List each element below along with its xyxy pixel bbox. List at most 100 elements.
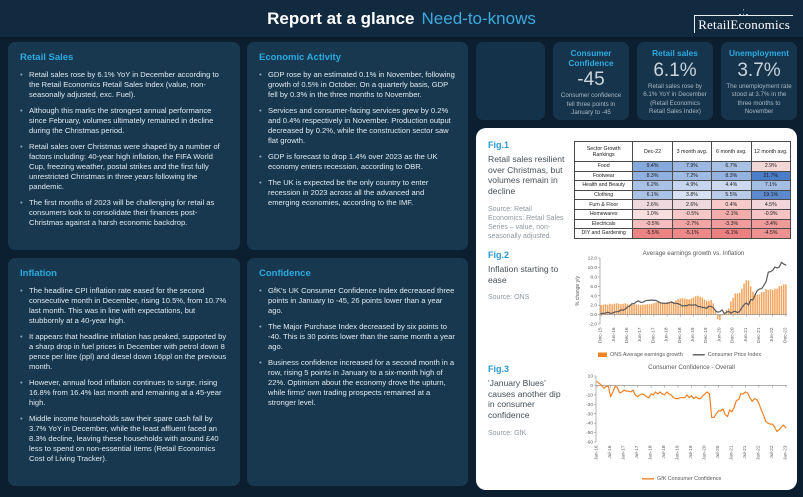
svg-text:Dec-15: Dec-15 xyxy=(598,327,604,343)
svg-text:Jul-20: Jul-20 xyxy=(715,445,721,458)
table-row: DIY and Gardening -5.5% -5.1% -6.1% -4.5% xyxy=(573,228,792,239)
figure-2: Fig.2 Inflation starting to ease Source:… xyxy=(488,248,791,362)
bullet-item: • Services and consumer-facing services g… xyxy=(259,106,456,146)
bullet-text: The headline CPI inflation rate eased fo… xyxy=(29,286,227,326)
bullet-list: • Retail sales rose by 6.1% YoY in Decemb… xyxy=(20,70,228,228)
svg-text:Dec-17: Dec-17 xyxy=(650,327,656,343)
table-value-cell: -3.4% xyxy=(750,218,792,230)
svg-text:6.0: 6.0 xyxy=(590,284,597,290)
svg-text:Jan-16: Jan-16 xyxy=(594,445,600,460)
bullet-text: The first months of 2023 will be challen… xyxy=(29,198,215,228)
section-title: Retail Sales xyxy=(20,52,74,63)
svg-text:Jun-20: Jun-20 xyxy=(716,327,722,342)
row-label-cell: Food xyxy=(573,161,634,172)
bullet-icon: • xyxy=(20,198,23,208)
row-label-cell: DIY and Gardening xyxy=(573,228,634,239)
table-value-cell: 4.4% xyxy=(711,180,752,191)
bullet-icon: • xyxy=(20,414,23,424)
stat-value: 3.7% xyxy=(737,59,781,81)
figure-caption: 'January Blues' causes another dip in co… xyxy=(488,378,561,421)
row-label-cell: Homewares xyxy=(573,208,634,220)
consumer-confidence-chart-wrap: Consumer Confidence - Overall -60 -50 -40 -3… xyxy=(568,362,791,482)
table-value-cell: 8.3% xyxy=(711,170,752,182)
svg-text:Dec-22: Dec-22 xyxy=(782,327,788,343)
bullet-text: The Major Purchase Index decreased by si… xyxy=(268,322,455,352)
svg-text:Jul-19: Jul-19 xyxy=(688,445,694,458)
bullet-text: The UK is expected be the only country t… xyxy=(268,178,429,208)
svg-text:Jun-21: Jun-21 xyxy=(743,327,749,342)
sector-growth-table: Sector Growth Rankings Dec-22 3 month avg.… xyxy=(568,138,792,248)
figure-2-caption-block: Fig.2 Inflation starting to ease Source:… xyxy=(488,248,568,362)
bullet-item: • Retail sales over Christmas were shaped… xyxy=(20,142,228,192)
table-value-cell: -5.1% xyxy=(671,228,713,239)
svg-text:Jan-20: Jan-20 xyxy=(701,445,707,460)
bullet-item: • Business confidence increased for a sec… xyxy=(259,358,456,408)
svg-text:-60: -60 xyxy=(586,440,593,446)
bullet-icon: • xyxy=(20,70,23,79)
bullet-icon: • xyxy=(20,106,23,116)
bullet-text: GfK's UK Consumer Confidence Index decre… xyxy=(268,286,455,316)
table-header-cell: 6 month avg. xyxy=(711,141,752,162)
table-value-cell: 4.9% xyxy=(671,180,713,191)
svg-text:Consumer Price Index: Consumer Price Index xyxy=(708,352,762,358)
stat-card-retail-sales: Retail sales 6.1% Retail sales rose by 6… xyxy=(637,42,713,120)
stat-title: Retail sales xyxy=(652,48,698,58)
svg-text:-20: -20 xyxy=(586,402,593,408)
table-value-cell: -3.3% xyxy=(711,218,752,230)
bullet-icon: • xyxy=(259,106,262,116)
stat-desc: The unemployment rate stood at 3.7% in t… xyxy=(726,82,792,115)
header: Report at a glance Need-to-knows RetailEc… xyxy=(0,0,803,40)
table-value-cell: 7.1% xyxy=(750,180,792,191)
table-row: Health and Beauty 6.2% 4.9% 4.4% 7.1% xyxy=(573,180,792,191)
table-value-cell: 6.2% xyxy=(632,180,673,191)
table-value-cell: 4.5% xyxy=(750,199,792,210)
table-value-cell: -0.5% xyxy=(671,208,713,220)
svg-text:Jan-18: Jan-18 xyxy=(648,445,654,460)
table-value-cell: 5.5% xyxy=(711,189,752,201)
figure-1-caption-block: Fig.1 Retail sales resilient over Christ… xyxy=(488,138,568,248)
svg-text:10: 10 xyxy=(588,374,594,380)
section-title: Economic Activity xyxy=(259,52,342,63)
svg-text:-50: -50 xyxy=(586,430,593,436)
svg-text:Jan-22: Jan-22 xyxy=(755,445,761,460)
stat-desc: Consumer confidence fell three points in… xyxy=(560,92,622,117)
empty-card xyxy=(476,42,545,120)
section-title: Inflation xyxy=(20,268,57,279)
figure-caption: Inflation starting to ease xyxy=(488,264,559,285)
table-row: Homewares 1.0% -0.5% -2.1% -0.9% xyxy=(573,208,792,220)
bullet-icon: • xyxy=(259,70,262,79)
svg-text:12.0: 12.0 xyxy=(588,256,598,262)
row-label-cell: Furn & Floor xyxy=(573,199,634,210)
bullet-icon: • xyxy=(20,378,23,388)
bullet-icon: • xyxy=(20,332,23,342)
table-value-cell: 1.0% xyxy=(632,208,673,220)
bullet-list: • GfK's UK Consumer Confidence Index decr… xyxy=(259,286,456,408)
svg-text:Dec-19: Dec-19 xyxy=(703,327,709,343)
svg-text:10.0: 10.0 xyxy=(588,265,598,271)
section-retail-sales: Retail Sales • Retail sales rose by 6.1% … xyxy=(8,42,240,250)
table-row: Footwear 8.3% 7.2% 8.3% 21.7% xyxy=(573,170,792,182)
page-subtitle: Need-to-knows xyxy=(421,9,536,28)
table-value-cell: 7.2% xyxy=(671,170,713,182)
stat-value: 6.1% xyxy=(653,59,697,81)
table-row: Furn & Floor 2.6% 2.6% 0.4% 4.5% xyxy=(573,199,792,210)
bullet-item: • It appears that headline inflation has … xyxy=(20,332,228,372)
earnings-inflation-chart-wrap: Average earnings growth vs. Inflation % c… xyxy=(568,248,791,362)
table-row: Clothing 6.1% 3.8% 5.5% 19.1% xyxy=(573,189,792,201)
table-value-cell: 2.6% xyxy=(671,199,713,210)
svg-text:Dec-21: Dec-21 xyxy=(756,327,762,343)
stat-card-consumer-confidence: Consumer Confidence -45 Consumer confide… xyxy=(553,42,629,120)
figure-3-caption-block: Fig.3 'January Blues' causes another dip… xyxy=(488,362,568,480)
figure-caption: Retail sales resilient over Christmas, b… xyxy=(488,154,565,197)
earnings-inflation-chart: Average earnings growth vs. Inflation % c… xyxy=(575,250,788,358)
svg-text:-10: -10 xyxy=(586,392,593,398)
bullet-item: • GDP is forecast to drop 1.4% over 2023 … xyxy=(259,152,456,172)
svg-text:Dec-18: Dec-18 xyxy=(677,327,683,343)
svg-text:8.0: 8.0 xyxy=(590,274,597,280)
table-value-cell: -0.9% xyxy=(750,208,792,220)
svg-text:-2.0: -2.0 xyxy=(589,322,598,328)
bullet-text: Retail sales over Christmas were shaped … xyxy=(29,142,220,192)
svg-text:Jan-17: Jan-17 xyxy=(621,445,627,460)
stat-value: -45 xyxy=(577,69,605,91)
